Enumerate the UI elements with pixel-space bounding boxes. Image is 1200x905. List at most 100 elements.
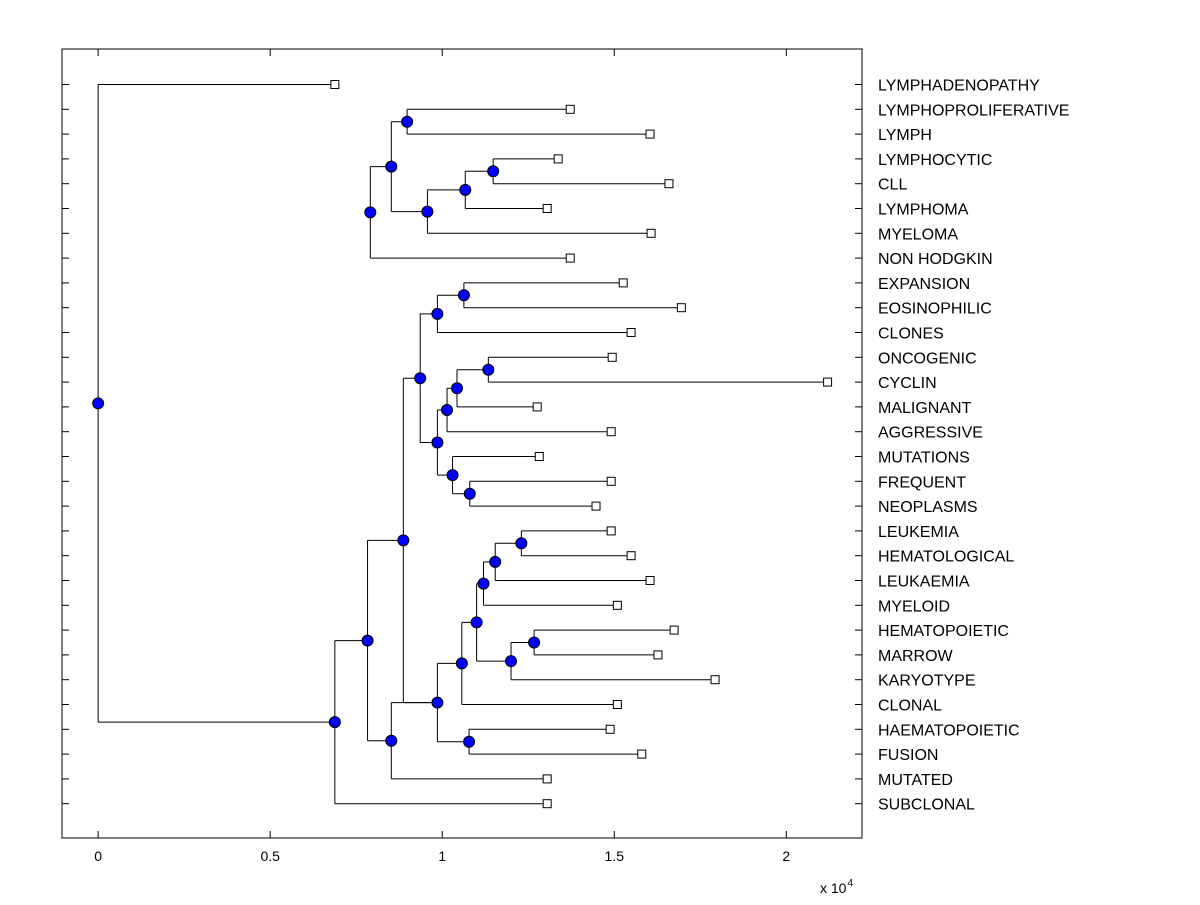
leaf-marker <box>612 600 622 610</box>
leaf-label: CLONES <box>878 326 944 343</box>
leaves-layer <box>330 80 833 809</box>
merge-node <box>482 363 495 376</box>
merge-node <box>505 655 518 668</box>
leaf-marker <box>646 228 656 238</box>
leaf-marker <box>626 328 636 337</box>
leaf-label: CYCLIN <box>878 375 937 392</box>
x-multiplier-base: x 10 <box>820 880 847 896</box>
merge-node <box>421 205 434 218</box>
x-multiplier-exponent: 4 <box>847 878 853 889</box>
merge-node <box>397 534 410 547</box>
leaf-marker <box>653 650 663 660</box>
merge-node <box>441 404 454 416</box>
leaf-label: MUTATED <box>878 772 953 789</box>
leaf-marker <box>553 154 563 164</box>
x-tick-labels: 0 0.5 1 1.5 2 <box>94 848 790 864</box>
leaf-label: MYELOMA <box>878 226 958 243</box>
merge-node <box>477 577 490 590</box>
leaf-marker <box>565 253 575 263</box>
leaf-marker <box>606 476 616 486</box>
leaf-label: SUBCLONAL <box>878 797 975 814</box>
merge-node <box>414 372 427 385</box>
merge-node <box>451 382 464 395</box>
merge-node <box>459 183 472 196</box>
merge-node <box>487 165 500 178</box>
x-tick-label: 1.5 <box>605 848 625 864</box>
leaf-marker <box>645 129 655 139</box>
leaf-marker <box>618 278 628 288</box>
leaf-marker <box>823 377 833 387</box>
merge-node <box>385 160 398 173</box>
merge-node <box>528 636 541 649</box>
leaf-label: MUTATIONS <box>878 450 970 467</box>
leaf-label: LEUKEMIA <box>878 524 959 541</box>
leaf-label: NON HODGKIN <box>878 251 993 268</box>
leaf-marker <box>669 625 679 635</box>
leaf-label: HAEMATOPOIETIC <box>878 722 1020 739</box>
leaf-marker <box>591 501 601 511</box>
merge-node <box>92 397 105 410</box>
merge-node <box>431 696 444 709</box>
merge-node <box>401 115 414 128</box>
leaf-marker <box>532 402 542 412</box>
leaf-marker <box>565 104 575 114</box>
ticks-layer <box>62 49 862 838</box>
leaf-marker <box>626 551 636 561</box>
merge-node <box>446 469 459 482</box>
leaf-marker <box>606 427 616 437</box>
leaf-marker <box>607 352 617 362</box>
leaf-label: FUSION <box>878 747 938 764</box>
merge-node <box>361 634 374 647</box>
leaf-label: NEOPLASMS <box>878 499 978 516</box>
leaf-label: EXPANSION <box>878 276 970 293</box>
merge-node <box>515 537 528 550</box>
leaf-label: LYMPH <box>878 127 932 144</box>
x-tick-label: 1 <box>438 848 446 864</box>
x-tick-label: 0 <box>94 848 102 864</box>
leaf-label: LEUKAEMIA <box>878 574 970 591</box>
leaf-label: ONCOGENIC <box>878 350 977 367</box>
merge-node <box>455 657 468 670</box>
merge-node <box>463 487 476 500</box>
x-tick-label: 0.5 <box>260 848 280 864</box>
leaf-marker <box>637 749 647 759</box>
leaf-marker <box>676 303 686 313</box>
leaf-label: LYMPHOCYTIC <box>878 152 992 169</box>
leaf-label: LYMPHOPROLIFERATIVE <box>878 102 1069 119</box>
leaf-marker <box>612 700 622 709</box>
merge-node <box>463 735 476 748</box>
plot-background <box>62 49 862 838</box>
leaf-marker <box>606 526 616 536</box>
plot-frame <box>61 48 863 839</box>
leaf-label: CLL <box>878 177 907 194</box>
leaf-label: MALIGNANT <box>878 400 972 417</box>
leaf-marker <box>542 774 552 784</box>
leaf-label: HEMATOPOIETIC <box>878 623 1009 640</box>
leaf-label: MARROW <box>878 648 954 665</box>
merge-node <box>328 716 341 729</box>
leaf-marker <box>534 452 544 461</box>
merge-node <box>385 734 398 747</box>
nodes-layer <box>92 115 541 748</box>
leaf-label: AGGRESSIVE <box>878 425 983 442</box>
leaf-label: MYELOID <box>878 598 950 615</box>
leaf-label: EOSINOPHILIC <box>878 301 992 318</box>
leaf-marker <box>664 179 674 189</box>
merge-node <box>470 616 483 629</box>
leaf-label: HEMATOLOGICAL <box>878 549 1014 566</box>
merge-node <box>457 289 470 302</box>
leaf-marker <box>605 724 615 734</box>
leaf-marker <box>330 80 340 89</box>
leaf-label: FREQUENT <box>878 474 966 491</box>
leaf-label: LYMPHADENOPATHY <box>878 78 1040 95</box>
x-multiplier: x 104 <box>820 878 853 896</box>
leaf-label: KARYOTYPE <box>878 673 976 690</box>
leaf-label: CLONAL <box>878 698 942 715</box>
x-tick-label: 2 <box>782 848 790 864</box>
leaf-marker <box>542 799 552 809</box>
leaf-marker <box>542 204 552 213</box>
leaf-marker <box>645 576 655 585</box>
merge-node <box>489 555 502 568</box>
